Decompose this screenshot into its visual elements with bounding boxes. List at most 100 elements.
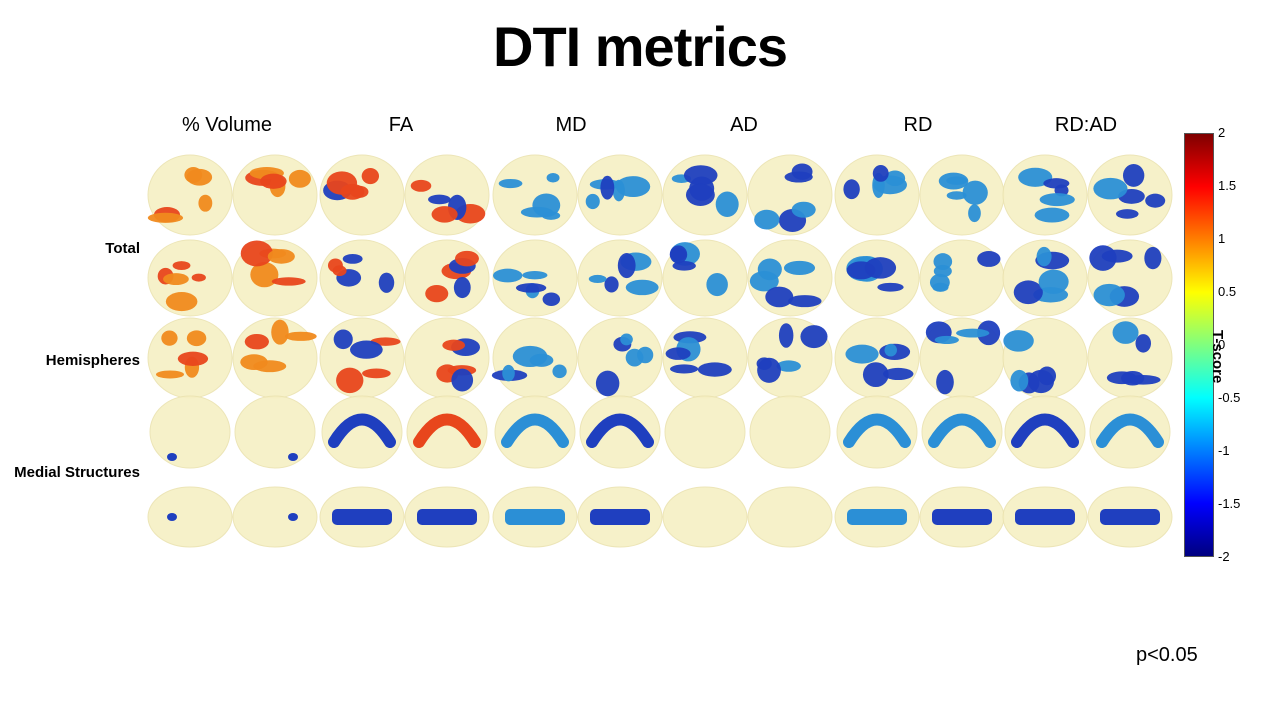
brain-region-blob xyxy=(884,170,906,187)
brain-region-blob xyxy=(186,330,207,347)
row-label-medial-structures: Medial Structures xyxy=(14,464,140,481)
brain-region-blob xyxy=(177,351,209,366)
brain-region-blob xyxy=(637,346,654,364)
corpus-callosum-arc xyxy=(1011,413,1079,448)
corpus-callosum-arc xyxy=(843,413,911,448)
brain-region-blob xyxy=(595,370,620,397)
brain-region-blob xyxy=(455,250,479,267)
brain-region-blob xyxy=(167,453,177,461)
brain-region-blob xyxy=(428,194,451,205)
brain-region-blob xyxy=(783,260,816,275)
brain-region-blob xyxy=(706,273,728,297)
brain-region-blob xyxy=(884,343,897,357)
brain-shell xyxy=(404,239,490,317)
brain-shell xyxy=(321,395,403,469)
brain-region-blob xyxy=(336,367,364,394)
brain-region-blob xyxy=(522,271,548,280)
corpus-callosum-bar xyxy=(932,509,992,525)
brain-region-blob xyxy=(672,260,696,271)
brain-region-blob xyxy=(250,262,279,288)
brain-region-blob xyxy=(665,347,691,360)
brain-region-blob xyxy=(617,253,636,279)
brain-region-blob xyxy=(542,292,561,306)
brain-region-blob xyxy=(1101,249,1133,263)
brain-region-blob xyxy=(791,201,816,218)
column-label-rdad: RD:AD xyxy=(1054,114,1118,136)
corpus-callosum-bar xyxy=(505,509,565,525)
brain-region-blob xyxy=(956,328,990,338)
brain-region-blob xyxy=(240,240,273,267)
brain-region-blob xyxy=(1122,164,1145,187)
brain-region-blob xyxy=(685,183,715,206)
brain-region-blob xyxy=(1010,369,1029,392)
brain-region-blob xyxy=(288,169,311,188)
brain-region-blob xyxy=(378,272,395,293)
brain-region-blob xyxy=(962,180,988,205)
brain-region-blob xyxy=(754,209,780,230)
corpus-callosum-arc xyxy=(586,413,654,448)
brain-region-blob xyxy=(288,453,298,461)
brain-shell xyxy=(836,395,918,469)
brain-shell xyxy=(1089,395,1171,469)
colorbar-tick: -1 xyxy=(1218,443,1230,458)
brain-shell xyxy=(747,486,833,548)
brain-region-blob xyxy=(620,333,633,346)
brain-region-blob xyxy=(198,194,213,212)
brain-region-blob xyxy=(757,258,782,281)
brain-region-blob xyxy=(453,276,471,299)
brain-region-blob xyxy=(163,273,189,286)
colorbar-tick: 1.5 xyxy=(1218,178,1237,193)
brain-region-blob xyxy=(1038,269,1069,294)
brain-region-blob xyxy=(670,364,699,374)
brain-region-blob xyxy=(1121,370,1145,386)
brain-region-blob xyxy=(669,245,688,264)
brain-region-blob xyxy=(615,176,651,198)
brain-region-blob xyxy=(431,206,458,223)
colorbar-tick: 0 xyxy=(1218,337,1226,352)
brain-region-blob xyxy=(778,323,794,348)
brain-region-blob xyxy=(167,513,177,521)
brain-region-blob xyxy=(244,333,269,350)
brain-region-blob xyxy=(946,191,967,200)
brain-shell xyxy=(406,395,488,469)
page-title: DTI metrics xyxy=(493,15,788,78)
brain-region-blob xyxy=(546,173,560,183)
brain-region-blob xyxy=(267,249,295,264)
brain-region-blob xyxy=(271,277,306,286)
brain-region-blob xyxy=(1039,193,1075,207)
brain-region-blob xyxy=(350,340,383,359)
brain-region-blob xyxy=(845,344,879,364)
corpus-callosum-arc xyxy=(501,413,569,448)
brain-region-blob xyxy=(191,273,206,282)
brain-region-blob xyxy=(1028,369,1054,394)
brain-region-blob xyxy=(933,253,953,270)
brain-region-blob xyxy=(165,292,198,312)
brain-region-blob xyxy=(1043,178,1070,189)
brain-region-blob xyxy=(1013,280,1043,305)
brain-shell xyxy=(149,395,231,469)
brain-shell xyxy=(579,395,661,469)
brain-region-blob xyxy=(425,285,449,303)
brain-region-blob xyxy=(1115,209,1139,219)
brain-region-blob xyxy=(520,206,554,218)
column-label-fa: FA xyxy=(388,114,414,136)
brain-shell xyxy=(147,486,233,548)
brain-region-blob xyxy=(271,319,289,345)
corpus-callosum-bar xyxy=(847,509,907,525)
brain-region-blob xyxy=(625,279,659,296)
brain-shell xyxy=(921,395,1003,469)
brain-region-blob xyxy=(877,282,904,292)
corpus-callosum-bar xyxy=(590,509,650,525)
corpus-callosum-arc xyxy=(413,413,481,448)
brain-region-blob xyxy=(788,295,822,308)
brain-region-blob xyxy=(600,175,615,200)
brain-region-blob xyxy=(326,171,358,195)
row-label-hemispheres: Hemispheres xyxy=(45,352,140,369)
brain-region-blob xyxy=(765,286,794,308)
corpus-callosum-bar xyxy=(1100,509,1160,525)
brain-region-blob xyxy=(147,212,184,223)
brain-region-blob xyxy=(800,325,828,349)
brain-region-blob xyxy=(1036,246,1052,267)
brain-shell xyxy=(664,395,746,469)
brain-region-blob xyxy=(683,165,718,186)
